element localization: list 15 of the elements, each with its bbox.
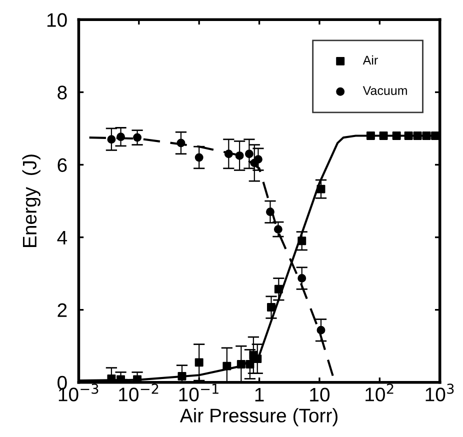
x-tick-label: 1: [255, 388, 264, 402]
x-axis-title: Air Pressure (Torr): [180, 408, 338, 426]
legend-label: Vacuum: [362, 86, 407, 96]
y-axis-title: Energy (J): [22, 154, 40, 247]
y-tick-label: 8: [58, 86, 67, 100]
y-tick-label: 10: [47, 13, 67, 27]
x-tick-label: 10: [310, 388, 330, 402]
legend-label: Air: [362, 55, 378, 64]
y-tick-label: 4: [57, 230, 68, 244]
x-tick-label: 10$^{−2}$: [119, 384, 158, 402]
y-tick-label: 2: [58, 303, 67, 317]
x-tick-label: 10$^{−1}$: [179, 384, 218, 402]
x-tick-label: 10$^{3}$: [426, 384, 454, 402]
x-tick-label: 10$^{2}$: [366, 384, 394, 402]
y-tick-label: 6: [58, 158, 67, 172]
